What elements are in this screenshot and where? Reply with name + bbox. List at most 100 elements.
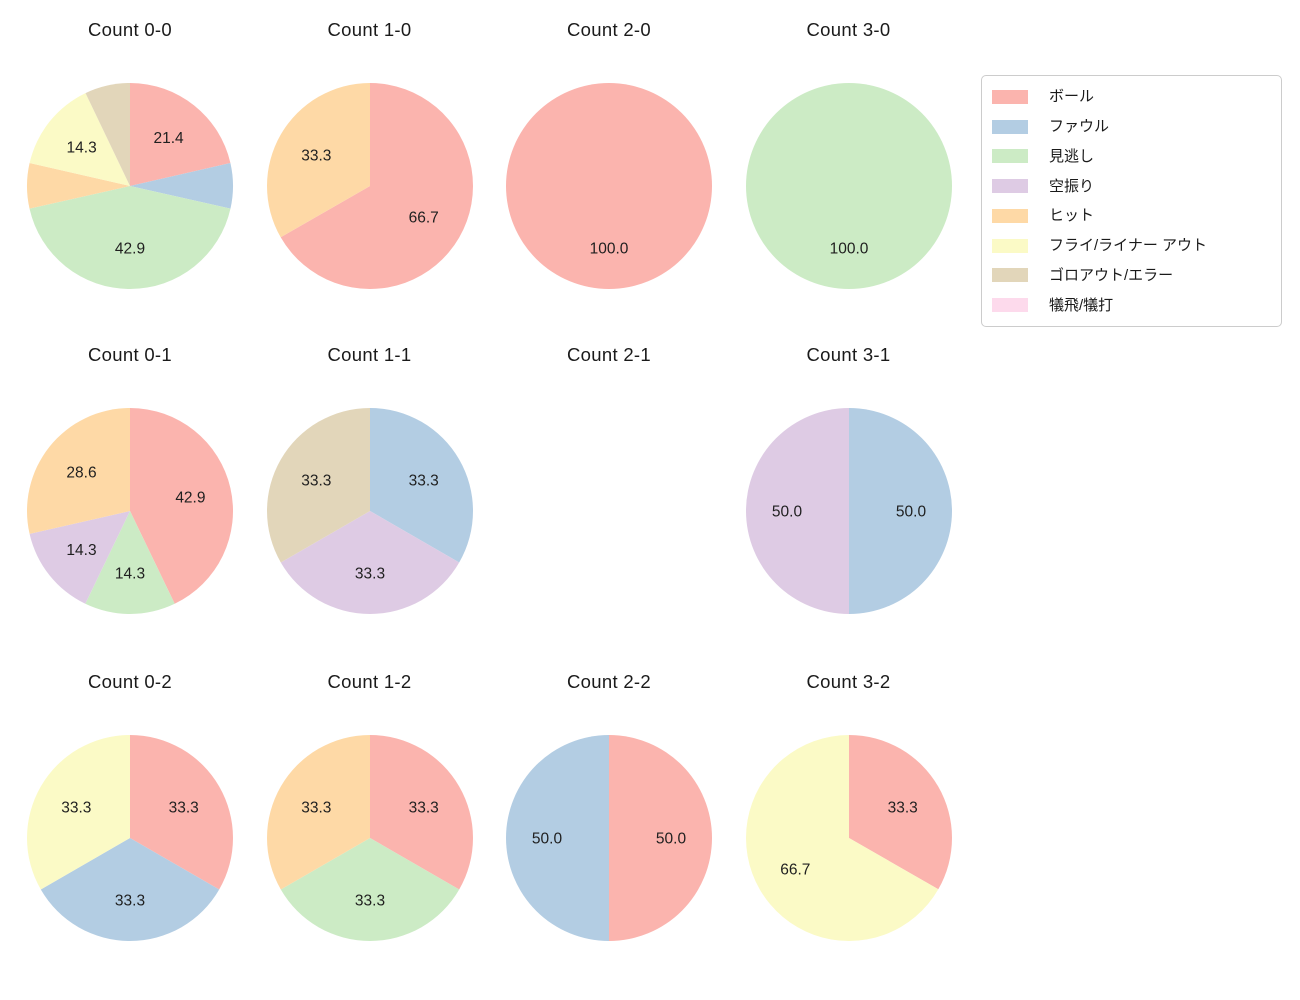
chart-title-count-0-1: Count 0-1: [88, 344, 172, 365]
legend-item-called-strike: 見逃し: [982, 142, 1281, 170]
pie-count-0-1: 42.9 14.3 14.3 28.6: [26, 408, 234, 615]
legend-item-fly-liner-out: フライ/ライナー アウト: [982, 232, 1281, 260]
pct-label: 33.3: [115, 892, 145, 909]
chart-title-count-0-2: Count 0-2: [88, 671, 172, 692]
pie-slice-groundout-error: [85, 83, 130, 186]
pct-label: 42.9: [115, 240, 145, 257]
pie-slice-called-strike: [29, 186, 231, 290]
chart-title-count-2-1: Count 2-1: [567, 344, 651, 365]
pie-count-3-0: 100.0: [745, 83, 952, 289]
pie-slice-fly-liner-out: [745, 735, 938, 941]
pie-slice-foul: [130, 163, 234, 209]
pie-count-1-0: 66.7 33.3: [266, 82, 473, 289]
legend-item-swinging-strike: 空振り: [982, 172, 1281, 200]
legend-swatch-sacrifice: [992, 298, 1028, 313]
pie-slice-ball: [130, 83, 231, 186]
pct-label: 33.3: [354, 892, 384, 909]
pct-label: 33.3: [301, 799, 331, 816]
pct-label: 66.7: [408, 210, 438, 227]
pct-label: 100.0: [829, 240, 868, 257]
pie-slice-ball: [369, 735, 473, 890]
pct-label: 66.7: [780, 862, 810, 879]
legend-item-hit: ヒット: [982, 202, 1281, 230]
legend-label-foul: ファウル: [1049, 118, 1110, 136]
pie-slice-foul: [506, 735, 609, 941]
legend-swatch-groundout-error: [992, 268, 1028, 283]
pie-slice-hit: [266, 735, 370, 890]
pct-label: 33.3: [408, 472, 438, 489]
pie-count-0-2: 33.3 33.3 33.3: [27, 735, 233, 941]
pct-label: 42.9: [175, 490, 205, 507]
pct-label: 33.3: [408, 799, 438, 816]
legend-swatch-fly-liner-out: [992, 238, 1028, 253]
pie-slice-hit: [26, 163, 130, 209]
legend: ボールファウル見逃し空振りヒットフライ/ライナー アウト ゴロアウト/エラー 犠飛/…: [981, 75, 1282, 327]
pct-label: 14.3: [115, 565, 145, 582]
pct-label: 33.3: [169, 799, 199, 816]
legend-swatch-foul: [992, 119, 1028, 134]
pie-slice-called-strike: [745, 83, 952, 289]
pie-slice-foul: [369, 408, 473, 563]
legend-swatch-called-strike: [992, 149, 1028, 164]
legend-item-groundout-error: ゴロアウト/エラー: [982, 261, 1281, 289]
pie-slice-ball: [848, 735, 952, 890]
pie-slice-hit: [266, 83, 370, 238]
pie-slice-fly-liner-out: [27, 735, 130, 890]
pie-slice-ball: [609, 735, 712, 941]
chart-title-count-3-1: Count 3-1: [806, 344, 891, 365]
pct-label: 50.0: [656, 830, 687, 847]
pie-slice-swinging-strike: [29, 511, 130, 604]
legend-label-swinging-strike: 空振り: [1049, 177, 1095, 195]
legend-label-ball: ボール: [1049, 88, 1095, 106]
pct-label: 33.3: [354, 565, 384, 582]
pie-count-1-1: 33.3 33.3 33.3: [266, 408, 473, 614]
pie-slice-called-strike: [85, 511, 175, 615]
pct-label: 100.0: [590, 240, 629, 257]
pie-slice-foul: [848, 408, 952, 614]
pie-slice-hit: [26, 408, 130, 534]
legend-label-groundout-error: ゴロアウト/エラー: [1049, 266, 1174, 284]
chart-title-count-1-2: Count 1-2: [327, 671, 412, 692]
legend-label-sacrifice: 犠飛/犠打: [1049, 296, 1114, 314]
pct-label: 21.4: [154, 130, 185, 147]
pct-label: 28.6: [66, 465, 96, 482]
legend-item-foul: ファウル: [982, 113, 1281, 141]
pie-count-2-0: 100.0: [506, 83, 712, 289]
pct-label: 14.3: [66, 542, 96, 559]
legend-item-ball: ボール: [982, 83, 1281, 111]
pie-count-2-2: 50.0 50.0: [506, 735, 712, 941]
pct-label: 33.3: [61, 799, 91, 816]
pct-label: 50.0: [895, 503, 926, 520]
chart-title-count-1-1: Count 1-1: [327, 344, 412, 365]
pct-label: 50.0: [771, 503, 802, 520]
pie-slice-swinging-strike: [745, 408, 849, 614]
legend-label-fly-liner-out: フライ/ライナー アウト: [1049, 237, 1208, 255]
pie-count-3-2: 33.3 66.7: [745, 735, 952, 941]
pie-slice-swinging-strike: [280, 511, 459, 614]
pie-count-1-2: 33.3 33.3 33.3: [266, 735, 473, 941]
pie-slice-called-strike: [280, 838, 459, 941]
legend-swatch-ball: [992, 89, 1028, 104]
pie-slice-ball: [130, 735, 233, 890]
legend-label-called-strike: 見逃し: [1049, 147, 1095, 165]
pct-label: 33.3: [301, 147, 331, 164]
pie-slice-ball: [506, 83, 712, 289]
chart-title-count-3-2: Count 3-2: [806, 671, 891, 692]
pct-label: 33.3: [887, 799, 917, 816]
pie-slice-foul: [40, 838, 220, 941]
pie-slice-ball: [130, 408, 234, 604]
legend-swatch-swinging-strike: [992, 179, 1028, 194]
chart-title-count-3-0: Count 3-0: [806, 19, 891, 40]
pie-slice-groundout-error: [266, 408, 370, 563]
pie-slice-fly-liner-out: [29, 93, 130, 186]
chart-title-count-2-0: Count 2-0: [567, 19, 651, 40]
chart-title-count-1-0: Count 1-0: [327, 19, 412, 40]
legend-swatch-hit: [992, 208, 1028, 223]
pie-slice-ball: [280, 82, 473, 289]
chart-title-count-2-2: Count 2-2: [567, 671, 651, 692]
pie-count-3-1: 50.0 50.0: [745, 408, 952, 614]
pct-label: 50.0: [532, 830, 563, 847]
pie-count-0-0: 21.4 42.9 14.3: [26, 83, 234, 290]
legend-label-hit: ヒット: [1049, 207, 1095, 225]
